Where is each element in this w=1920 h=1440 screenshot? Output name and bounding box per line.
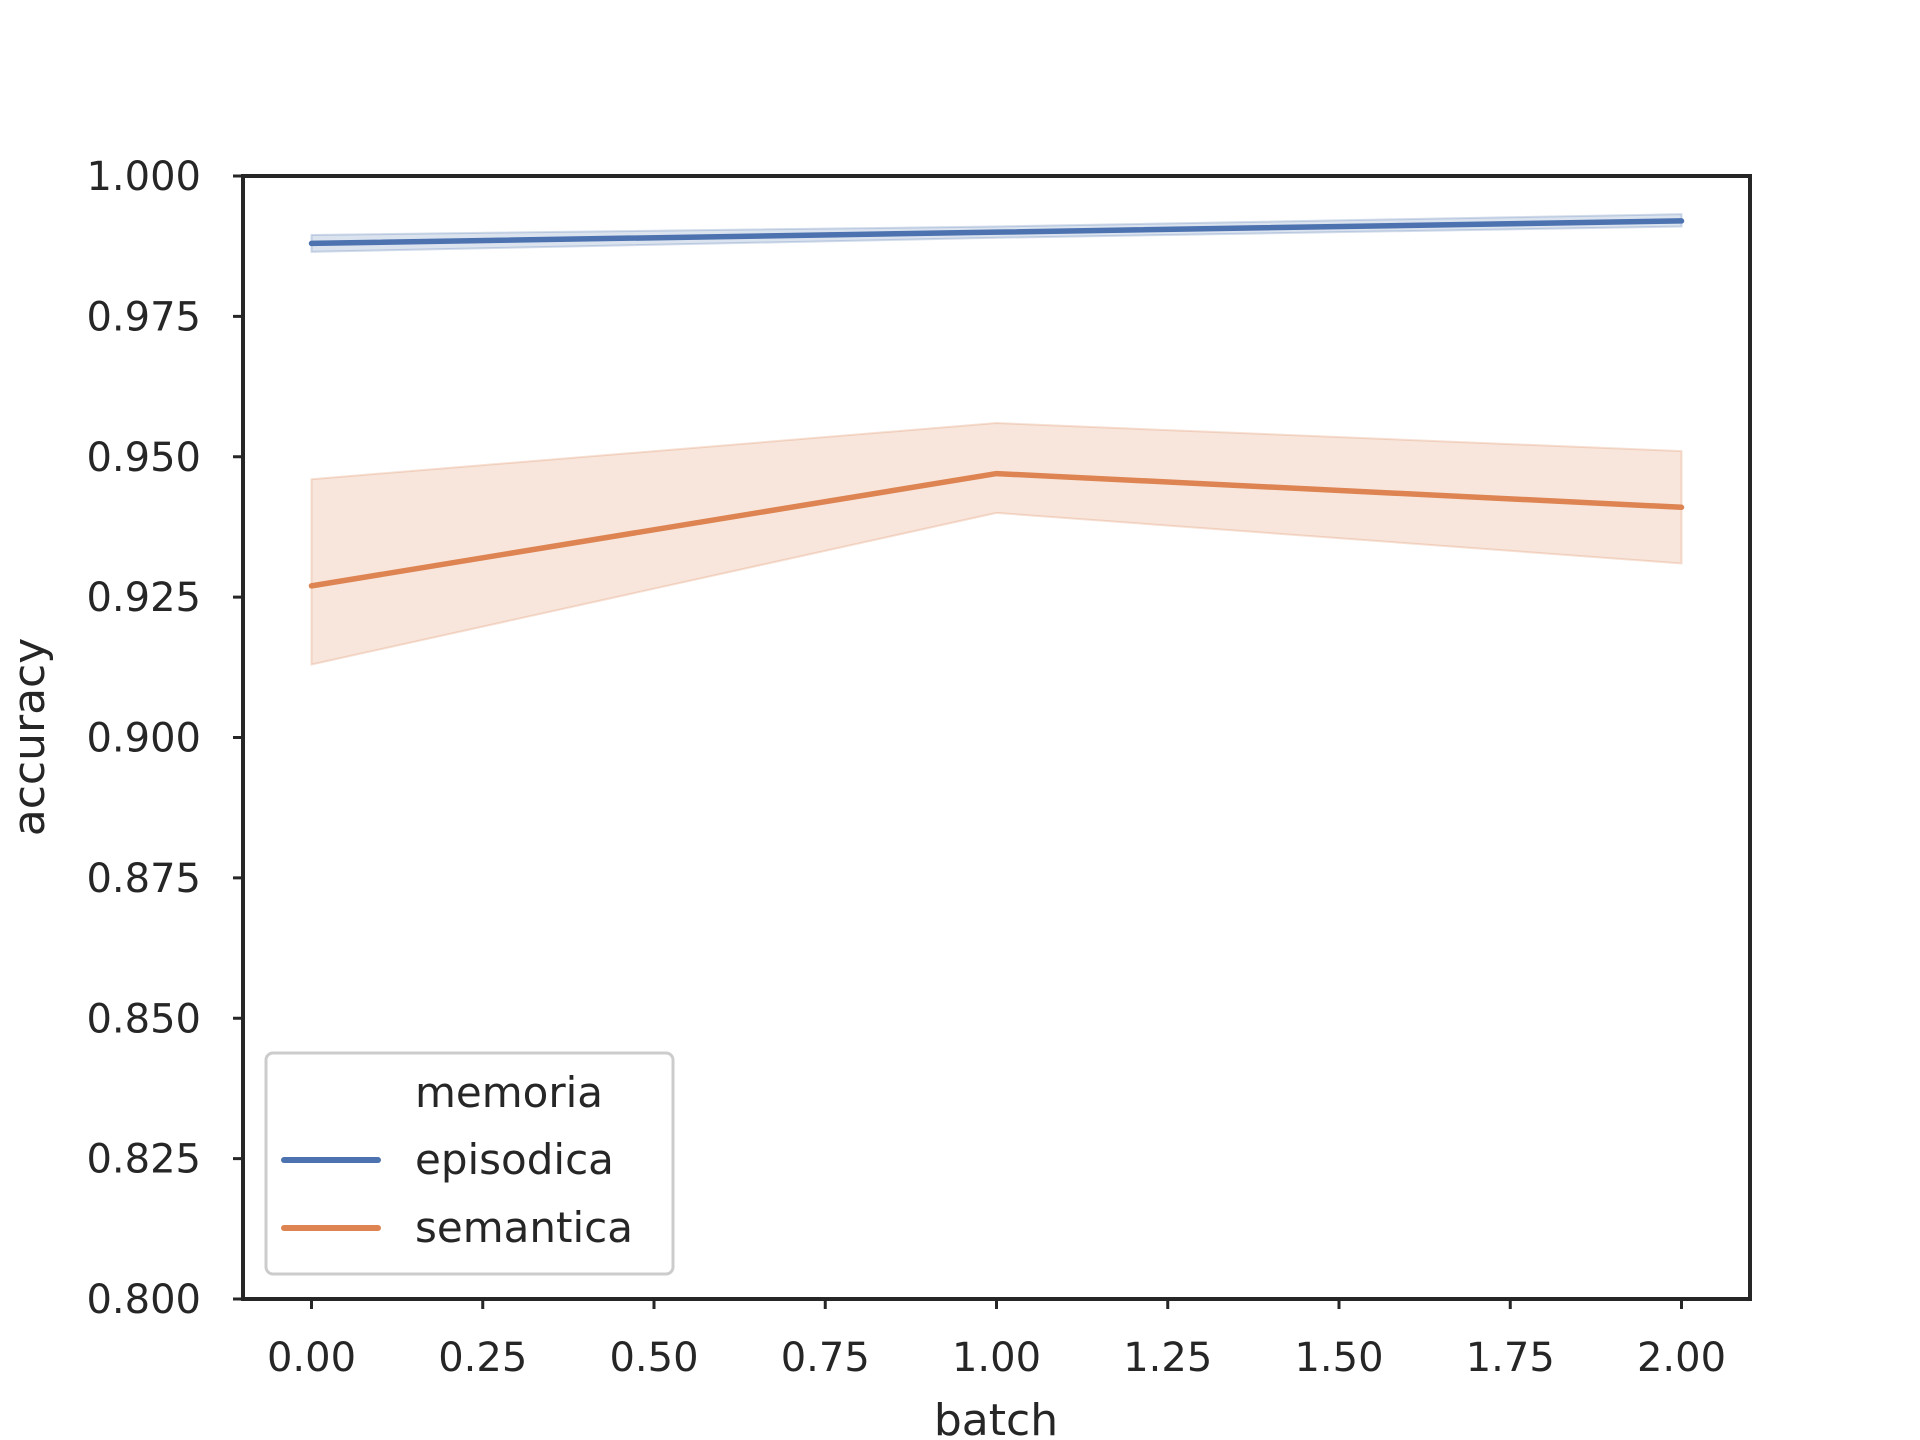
y-tick-label-2: 0.850 — [86, 996, 201, 1042]
y-tick-label-6: 0.950 — [86, 435, 201, 481]
x-tick-label-0: 0.00 — [267, 1335, 356, 1381]
y-tick-label-5: 0.925 — [86, 575, 201, 621]
legend-title: memoria — [415, 1068, 603, 1117]
x-tick-label-8: 2.00 — [1637, 1335, 1726, 1381]
x-tick-label-3: 0.75 — [781, 1335, 870, 1381]
x-tick-label-4: 1.00 — [952, 1335, 1041, 1381]
y-tick-label-3: 0.875 — [86, 856, 201, 902]
y-axis-ticks: 0.800 0.825 0.850 0.875 0.900 0.925 0.950 0.975… — [86, 154, 243, 1323]
x-tick-label-1: 0.25 — [438, 1335, 527, 1381]
y-tick-label-0: 0.800 — [86, 1277, 201, 1323]
series-line-episodica — [308, 218, 1685, 247]
y-tick-label-4: 0.900 — [86, 716, 201, 762]
legend-box — [264, 1051, 675, 1276]
x-tick-label-2: 0.50 — [609, 1335, 698, 1381]
x-tick-label-7: 1.75 — [1466, 1335, 1555, 1381]
x-axis-ticks: 0.00 0.25 0.50 0.75 1.00 1.25 1.50 1.75 2.00 — [267, 1299, 1726, 1381]
x-tick-label-5: 1.25 — [1123, 1335, 1212, 1381]
y-axis-label: accuracy — [4, 638, 55, 837]
legend-label-semantica: semantica — [415, 1203, 633, 1252]
y-tick-label-7: 0.975 — [86, 294, 201, 340]
y-tick-label-8: 1.000 — [86, 154, 201, 200]
series-line-semantica — [308, 470, 1685, 589]
y-tick-label-1: 0.825 — [86, 1137, 201, 1183]
x-tick-label-6: 1.50 — [1294, 1335, 1383, 1381]
legend: memoria episodica semantica — [264, 1051, 675, 1276]
x-axis-label: batch — [934, 1395, 1058, 1440]
series-lines — [308, 218, 1685, 589]
confidence-band-semantica — [310, 422, 1683, 666]
legend-label-episodica: episodica — [415, 1135, 614, 1184]
